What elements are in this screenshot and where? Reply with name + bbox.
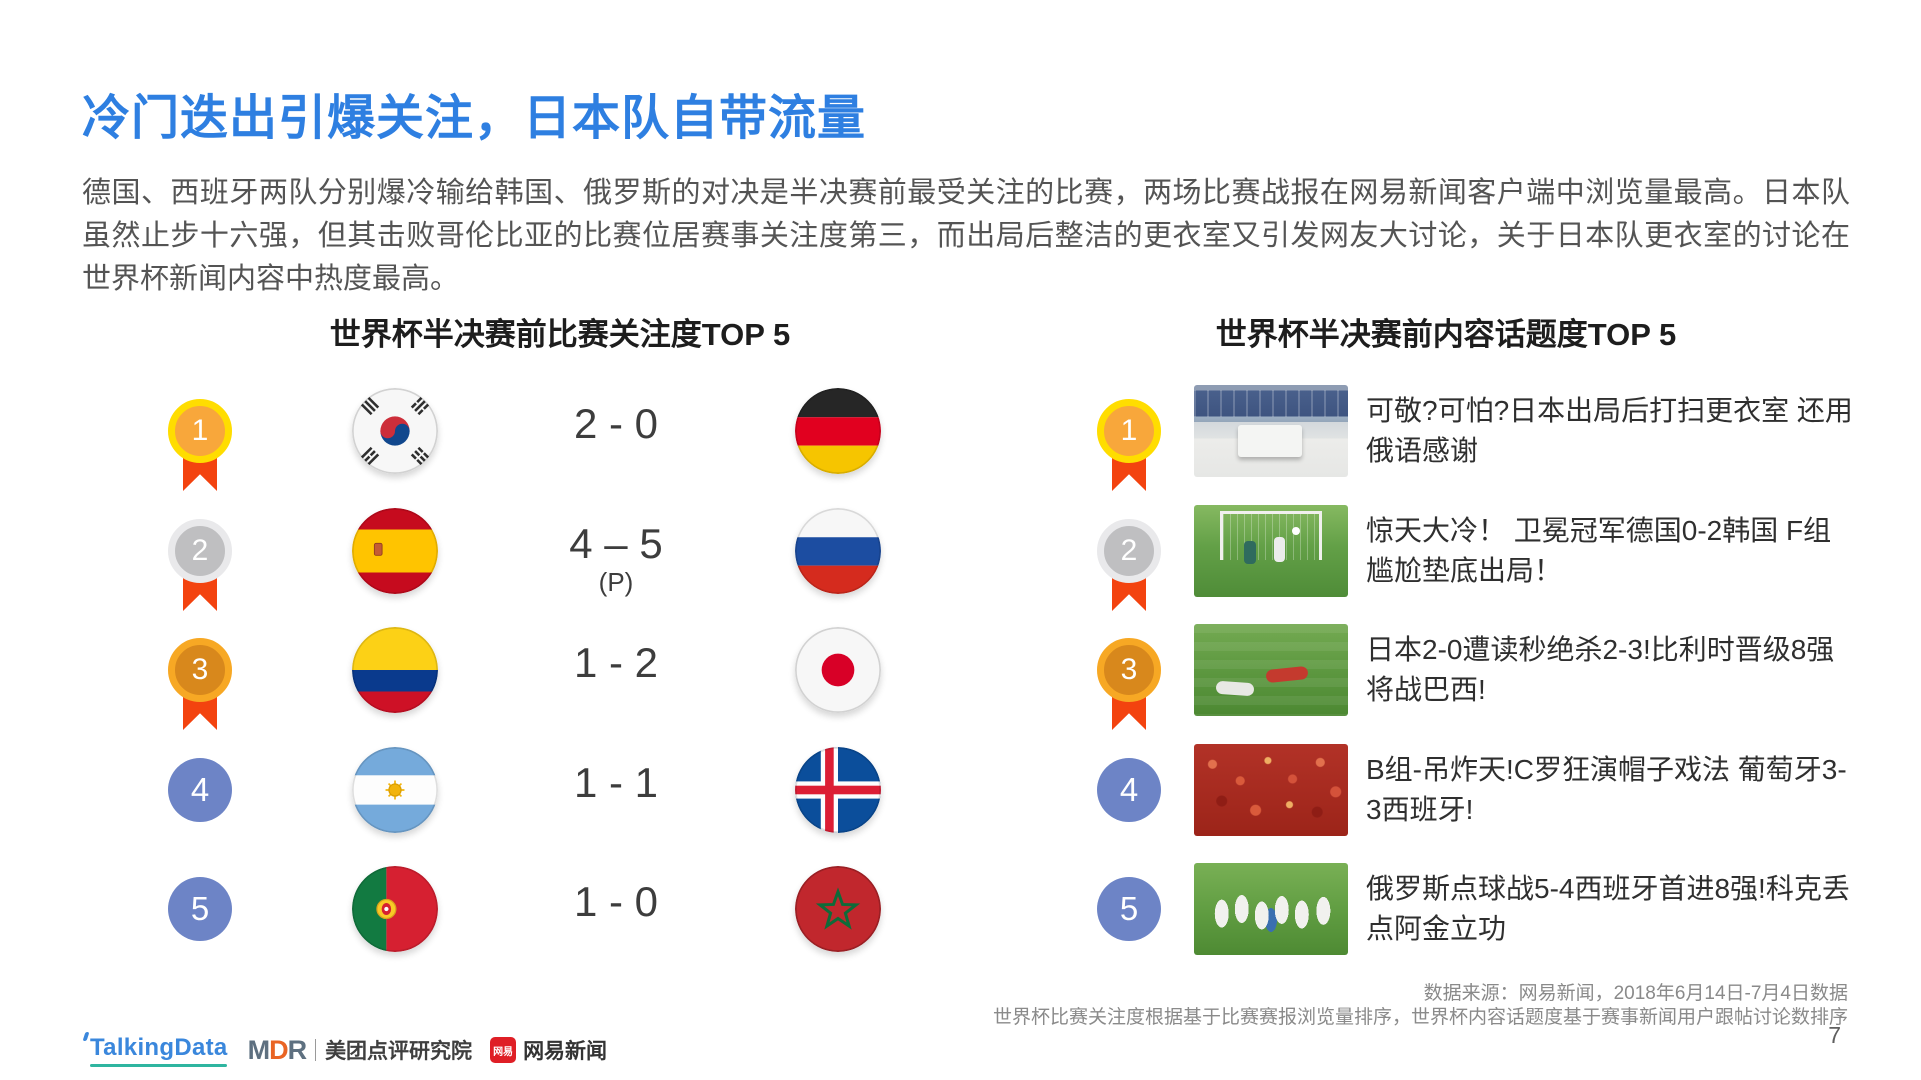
meituan-dianping-logo: MDR 美团点评研究院	[248, 1035, 473, 1066]
talkingdata-swoosh-icon	[90, 1063, 227, 1067]
ball-detail	[1292, 527, 1300, 535]
thumbnail-goal-scene	[1194, 505, 1348, 597]
rank-number: 1	[1097, 399, 1161, 463]
news-headline: 可敬?可怕?日本出局后打扫更衣室 还用俄语感谢	[1366, 395, 1853, 466]
netease-news-label: 网易新闻	[523, 1040, 608, 1063]
rank-number: 1	[168, 399, 232, 463]
news-headline: 日本2-0遭读秒绝杀2-3!比利时晋级8强将战巴西!	[1366, 634, 1835, 705]
mdr-letter-r: R	[287, 1034, 307, 1065]
match-row-1: 1 2 - 0	[0, 381, 1921, 491]
match-score: 2 - 0	[573, 400, 659, 447]
rank-badge: 4	[1097, 758, 1161, 822]
rank-number: 3	[168, 638, 232, 702]
news-row-1: 1 可敬?可怕?日本出局后打扫更衣室 还用俄语感谢	[0, 381, 1921, 491]
silver-medal-icon: 2	[1097, 519, 1161, 611]
meituan-research-label: 美团点评研究院	[325, 1040, 473, 1063]
rank-number: 4	[1097, 758, 1161, 822]
bench-detail	[1238, 425, 1302, 457]
match-row-3: 3 1 - 2	[0, 620, 1921, 730]
thumbnail-locker-room	[1194, 385, 1348, 477]
match-row-2: 2 4 – 5 (P)	[0, 501, 1921, 611]
match-row-4: 4 1 - 1	[0, 740, 1921, 840]
match-score: 1 - 2	[573, 639, 659, 686]
player-detail	[1244, 541, 1256, 564]
player-detail	[1215, 680, 1255, 697]
player-detail	[1274, 537, 1285, 562]
talkingdata-wordmark: TalkingData	[90, 1033, 228, 1061]
netease-news-logo: 网易 网易新闻	[490, 1035, 607, 1065]
news-headline: 俄罗斯点球战5-4西班牙首进8强!科克丢点阿金立功	[1366, 873, 1850, 944]
mdr-letter-m: M	[247, 1034, 270, 1065]
flag-south-korea-icon	[352, 388, 438, 474]
thumbnail-team-celebration	[1194, 863, 1348, 955]
rank-badge: 4	[168, 758, 232, 822]
left-panel-title: 世界杯半决赛前比赛关注度TOP 5	[329, 317, 791, 352]
flag-japan-icon	[795, 627, 881, 713]
flag-spain-icon	[352, 508, 438, 594]
rank-number: 2	[1097, 519, 1161, 583]
talkingdata-tick-icon	[82, 1031, 90, 1041]
data-source-line-1: 数据来源：网易新闻，2018年6月14日-7月4日数据	[1423, 983, 1848, 1004]
gold-medal-icon: 1	[1097, 399, 1161, 491]
rank-number: 4	[168, 758, 232, 822]
flag-colombia-icon	[352, 627, 438, 713]
penalty-note: (P)	[598, 567, 634, 597]
news-row-2: 2 惊天大冷！ 卫冕冠军德国0-2韩国 F组尴尬垫底出局！	[0, 501, 1921, 611]
netease-badge-icon: 网易	[490, 1037, 517, 1063]
match-score: 1 - 0	[573, 878, 659, 925]
talkingdata-logo: TalkingData	[82, 1031, 230, 1067]
match-row-5: 5 1 - 0	[0, 859, 1921, 959]
thumbnail-red-crowd	[1194, 744, 1348, 836]
mdr-letter-d: D	[269, 1034, 288, 1065]
news-headline: 惊天大冷！ 卫冕冠军德国0-2韩国 F组尴尬垫底出局！	[1366, 515, 1832, 586]
rank-number: 2	[168, 519, 232, 583]
bronze-medal-icon: 3	[1097, 638, 1161, 730]
bronze-medal-icon: 3	[168, 638, 232, 730]
match-score: 4 – 5	[569, 520, 663, 567]
rank-number: 5	[1097, 877, 1161, 941]
locker-detail	[1194, 390, 1348, 417]
page-number: 7	[1828, 1022, 1841, 1048]
flag-morocco-icon	[795, 866, 881, 952]
news-row-5: 5 俄罗斯点球战5-4西班牙首进8强!科克丢点阿金立功	[0, 859, 1921, 959]
rank-number: 3	[1097, 638, 1161, 702]
gold-medal-icon: 1	[168, 399, 232, 491]
flag-portugal-icon	[352, 866, 438, 952]
rank-number: 5	[168, 877, 232, 941]
news-headline: B组-吊炸天!C罗狂演帽子戏法 葡萄牙3-3西班牙!	[1366, 754, 1847, 825]
page-title: 冷门迭出引爆关注，日本队自带流量	[82, 92, 867, 145]
data-source-line-2: 世界杯比赛关注度根据基于比赛赛报浏览量排序，世界杯内容话题度基于赛事新闻用户跟帖…	[992, 1007, 1848, 1028]
logo-divider	[315, 1039, 317, 1061]
thumbnail-players-on-pitch	[1194, 624, 1348, 716]
silver-medal-icon: 2	[168, 519, 232, 611]
intro-paragraph: 德国、西班牙两队分别爆冷输给韩国、俄罗斯的对决是半决赛前最受关注的比赛，两场比赛…	[82, 177, 1850, 295]
rank-badge: 5	[1097, 877, 1161, 941]
goal-frame-detail	[1220, 511, 1322, 560]
news-row-3: 3 日本2-0遭读秒绝杀2-3!比利时晋级8强将战巴西!	[0, 620, 1921, 730]
footer-logos: TalkingData MDR 美团点评研究院 网易 网易新闻	[82, 1031, 607, 1067]
players-detail	[1194, 863, 1348, 955]
mdr-monogram-icon: MDR	[248, 1035, 307, 1066]
rank-badge: 5	[168, 877, 232, 941]
right-panel-title: 世界杯半决赛前内容话题度TOP 5	[1215, 317, 1677, 352]
match-score: 1 - 1	[573, 759, 659, 806]
news-row-4: 4 B组-吊炸天!C罗狂演帽子戏法 葡萄牙3-3西班牙!	[0, 740, 1921, 840]
flag-iceland-icon	[795, 747, 881, 833]
